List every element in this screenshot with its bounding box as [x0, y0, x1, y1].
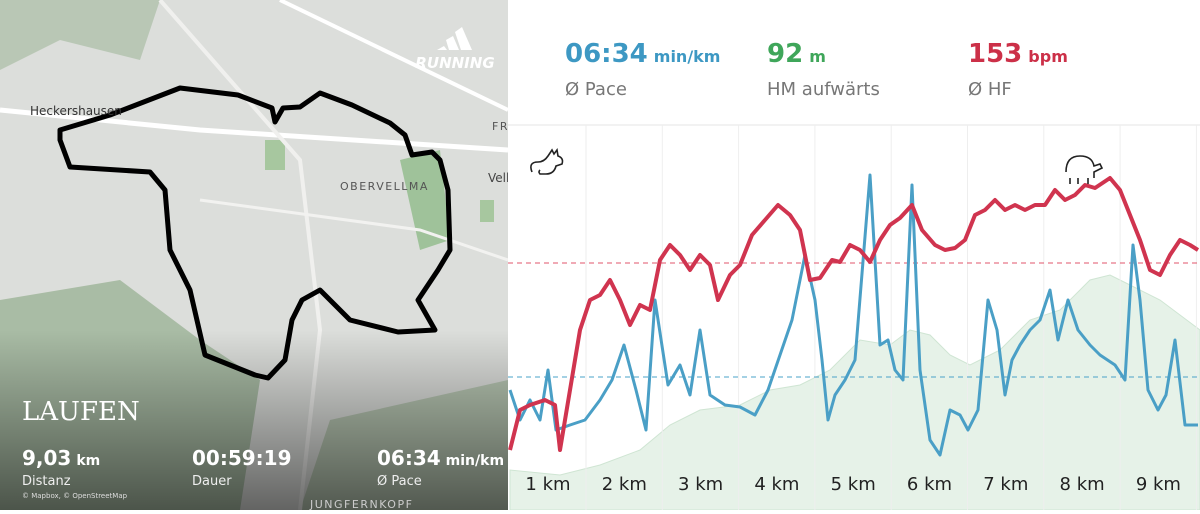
x-label: 9 km	[1136, 474, 1181, 495]
map-label: OBERVELLMA	[340, 180, 429, 193]
chart: 1 km 2 km 3 km 4 km 5 km 6 km 7 km 8 km 9 km	[508, 125, 1200, 511]
x-label: 6 km	[907, 474, 952, 495]
x-label: 4 km	[754, 474, 799, 495]
summary-label: HM aufwärts	[767, 79, 880, 100]
x-label: 1 km	[525, 474, 570, 495]
x-label: 3 km	[678, 474, 723, 495]
summary-value: 92 m	[767, 39, 826, 69]
stat-unit: km	[76, 453, 100, 469]
stat-value: 06:34 min/km	[377, 446, 504, 470]
summary-number: 06:34	[565, 39, 648, 69]
summary-label: Ø Pace	[565, 79, 627, 100]
summary-unit: m	[809, 47, 826, 66]
x-label: 8 km	[1060, 474, 1105, 495]
rabbit-icon	[530, 148, 564, 175]
x-label: 2 km	[602, 474, 647, 495]
summary-number: 153	[968, 39, 1022, 69]
brand-logo	[437, 27, 472, 50]
stat-number: 00:59:19	[192, 446, 292, 470]
summary-unit: min/km	[654, 47, 721, 66]
stat-label: Distanz	[22, 474, 71, 489]
map-label: JUNGFERNKOPF	[309, 498, 413, 510]
stat-unit: min/km	[446, 453, 504, 469]
pace-line	[508, 173, 1198, 457]
stat-label: Ø Pace	[377, 474, 422, 489]
heart-rate-line	[508, 176, 1200, 452]
map-label: Heckershausen	[30, 104, 122, 118]
stat-number: 9,03	[22, 446, 71, 470]
stat-number: 06:34	[377, 446, 441, 470]
attribution: © Mapbox, © OpenStreetMap	[22, 492, 128, 500]
summary-number: 92	[767, 39, 803, 69]
summary-value: 06:34 min/km	[565, 39, 720, 69]
turtle-icon	[1065, 155, 1104, 184]
activity-title: LAUFEN	[22, 397, 140, 427]
route	[57, 85, 453, 381]
x-label: 7 km	[983, 474, 1028, 495]
map: Heckershausen OBERVELLMA Vell FR JUNGFER…	[0, 0, 509, 510]
x-label: 5 km	[831, 474, 876, 495]
stat-value: 00:59:19	[192, 446, 292, 470]
map-label: FR	[492, 120, 509, 133]
brand: RUNNING	[415, 54, 494, 72]
stat-label: Dauer	[192, 474, 232, 489]
map-stats: 9,03 km Distanz 00:59:19 Dauer 06:34 min/km Ø P…	[22, 446, 504, 489]
summary-unit: bpm	[1028, 47, 1068, 66]
summary-label: Ø HF	[968, 79, 1012, 100]
summary: 06:34 min/km Ø Pace 92 m HM aufwärts 153 bpm Ø H…	[565, 39, 1068, 100]
map-label: Vell	[488, 171, 509, 185]
summary-value: 153 bpm	[968, 39, 1068, 69]
stat-value: 9,03 km	[22, 446, 100, 470]
